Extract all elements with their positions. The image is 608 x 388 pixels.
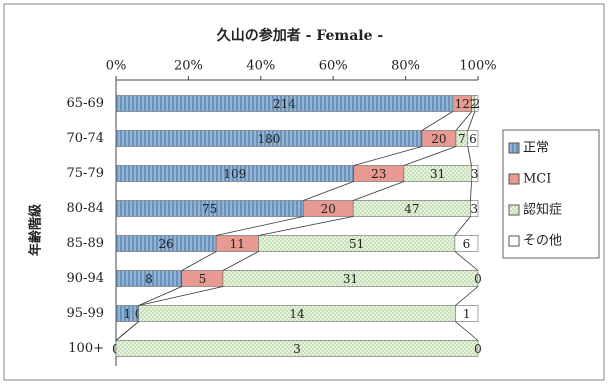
bar-segment [474,95,479,112]
value-label: 0 [474,272,482,286]
value-label: 12 [455,97,470,111]
bar-segment [454,235,479,252]
legend-swatch [508,235,520,247]
series-line [138,286,224,306]
series-line [454,251,479,271]
series-line [181,251,217,271]
value-label: 20 [321,202,336,216]
legend-swatch [508,142,520,154]
value-label: 109 [223,167,246,181]
series-line [303,181,354,201]
value-label: 6 [463,237,471,251]
value-label: 5 [199,272,207,286]
y-tick-label: 85-89 [67,236,104,251]
x-tick-label: 80% [391,59,420,74]
value-label: 214 [273,97,296,111]
value-label: 7 [458,132,466,146]
value-label: 47 [404,202,419,216]
bar-segment [470,200,479,217]
series-line [455,286,479,306]
value-label: 31 [343,272,358,286]
y-tick-label: 100+ [68,341,104,356]
legend-label: 正常 [523,141,549,156]
legend-swatch [508,204,520,216]
series-line [403,146,457,166]
series-line [115,321,139,341]
y-tick-label: 80-84 [67,201,104,216]
bar-segment [467,130,479,147]
chart-title: 久山の参加者 - Female - [216,27,384,44]
series-line [467,111,476,131]
value-label: 75 [202,202,217,216]
value-label: 3 [470,202,478,216]
value-label: 0 [474,342,482,356]
y-axis-label: 年齢階級 [28,204,44,256]
value-label: 3 [293,342,301,356]
series-line [455,321,479,341]
value-label: 31 [430,167,445,181]
legend-label: その他 [523,234,562,249]
legend-label: MCI [523,172,551,187]
y-tick-label: 65-69 [67,96,104,111]
value-label: 6 [469,132,477,146]
y-tick-label: 70-74 [67,131,104,146]
series-line [353,181,404,201]
value-label: 14 [289,307,305,321]
value-label: 2 [473,97,481,111]
value-label: 180 [258,132,281,146]
value-label: 23 [371,167,386,181]
value-label: 26 [158,237,173,251]
bar-segment [222,270,479,287]
x-tick-label: 0% [106,59,127,74]
value-label: 2 [469,97,477,111]
legend-label: 認知症 [523,202,562,218]
value-label: 8 [145,272,153,286]
y-tick-label: 90-94 [67,271,104,286]
value-label: 11 [230,237,245,251]
value-label: 1 [463,307,471,321]
series-line [470,181,472,201]
series-line [216,216,304,236]
series-line [353,146,423,166]
value-label: 51 [349,237,364,251]
series-line [455,111,473,131]
x-tick-label: 20% [174,59,203,74]
bar-segment [455,305,479,322]
series-line [421,111,454,131]
legend-swatch [508,173,520,185]
value-label: 1 [123,307,131,321]
series-line [454,216,471,236]
x-tick-label: 60% [319,59,348,74]
y-tick-label: 75-79 [67,166,104,181]
series-line [258,216,354,236]
bar-segment [115,340,479,357]
x-tick-label: 100% [459,59,496,74]
value-label: 20 [431,132,446,146]
x-tick-label: 40% [246,59,275,74]
bar-segment [471,165,479,182]
series-line [467,146,472,166]
y-tick-label: 95-99 [67,306,104,321]
series-line [138,286,182,306]
series-line [222,251,259,271]
value-label: 3 [471,167,479,181]
